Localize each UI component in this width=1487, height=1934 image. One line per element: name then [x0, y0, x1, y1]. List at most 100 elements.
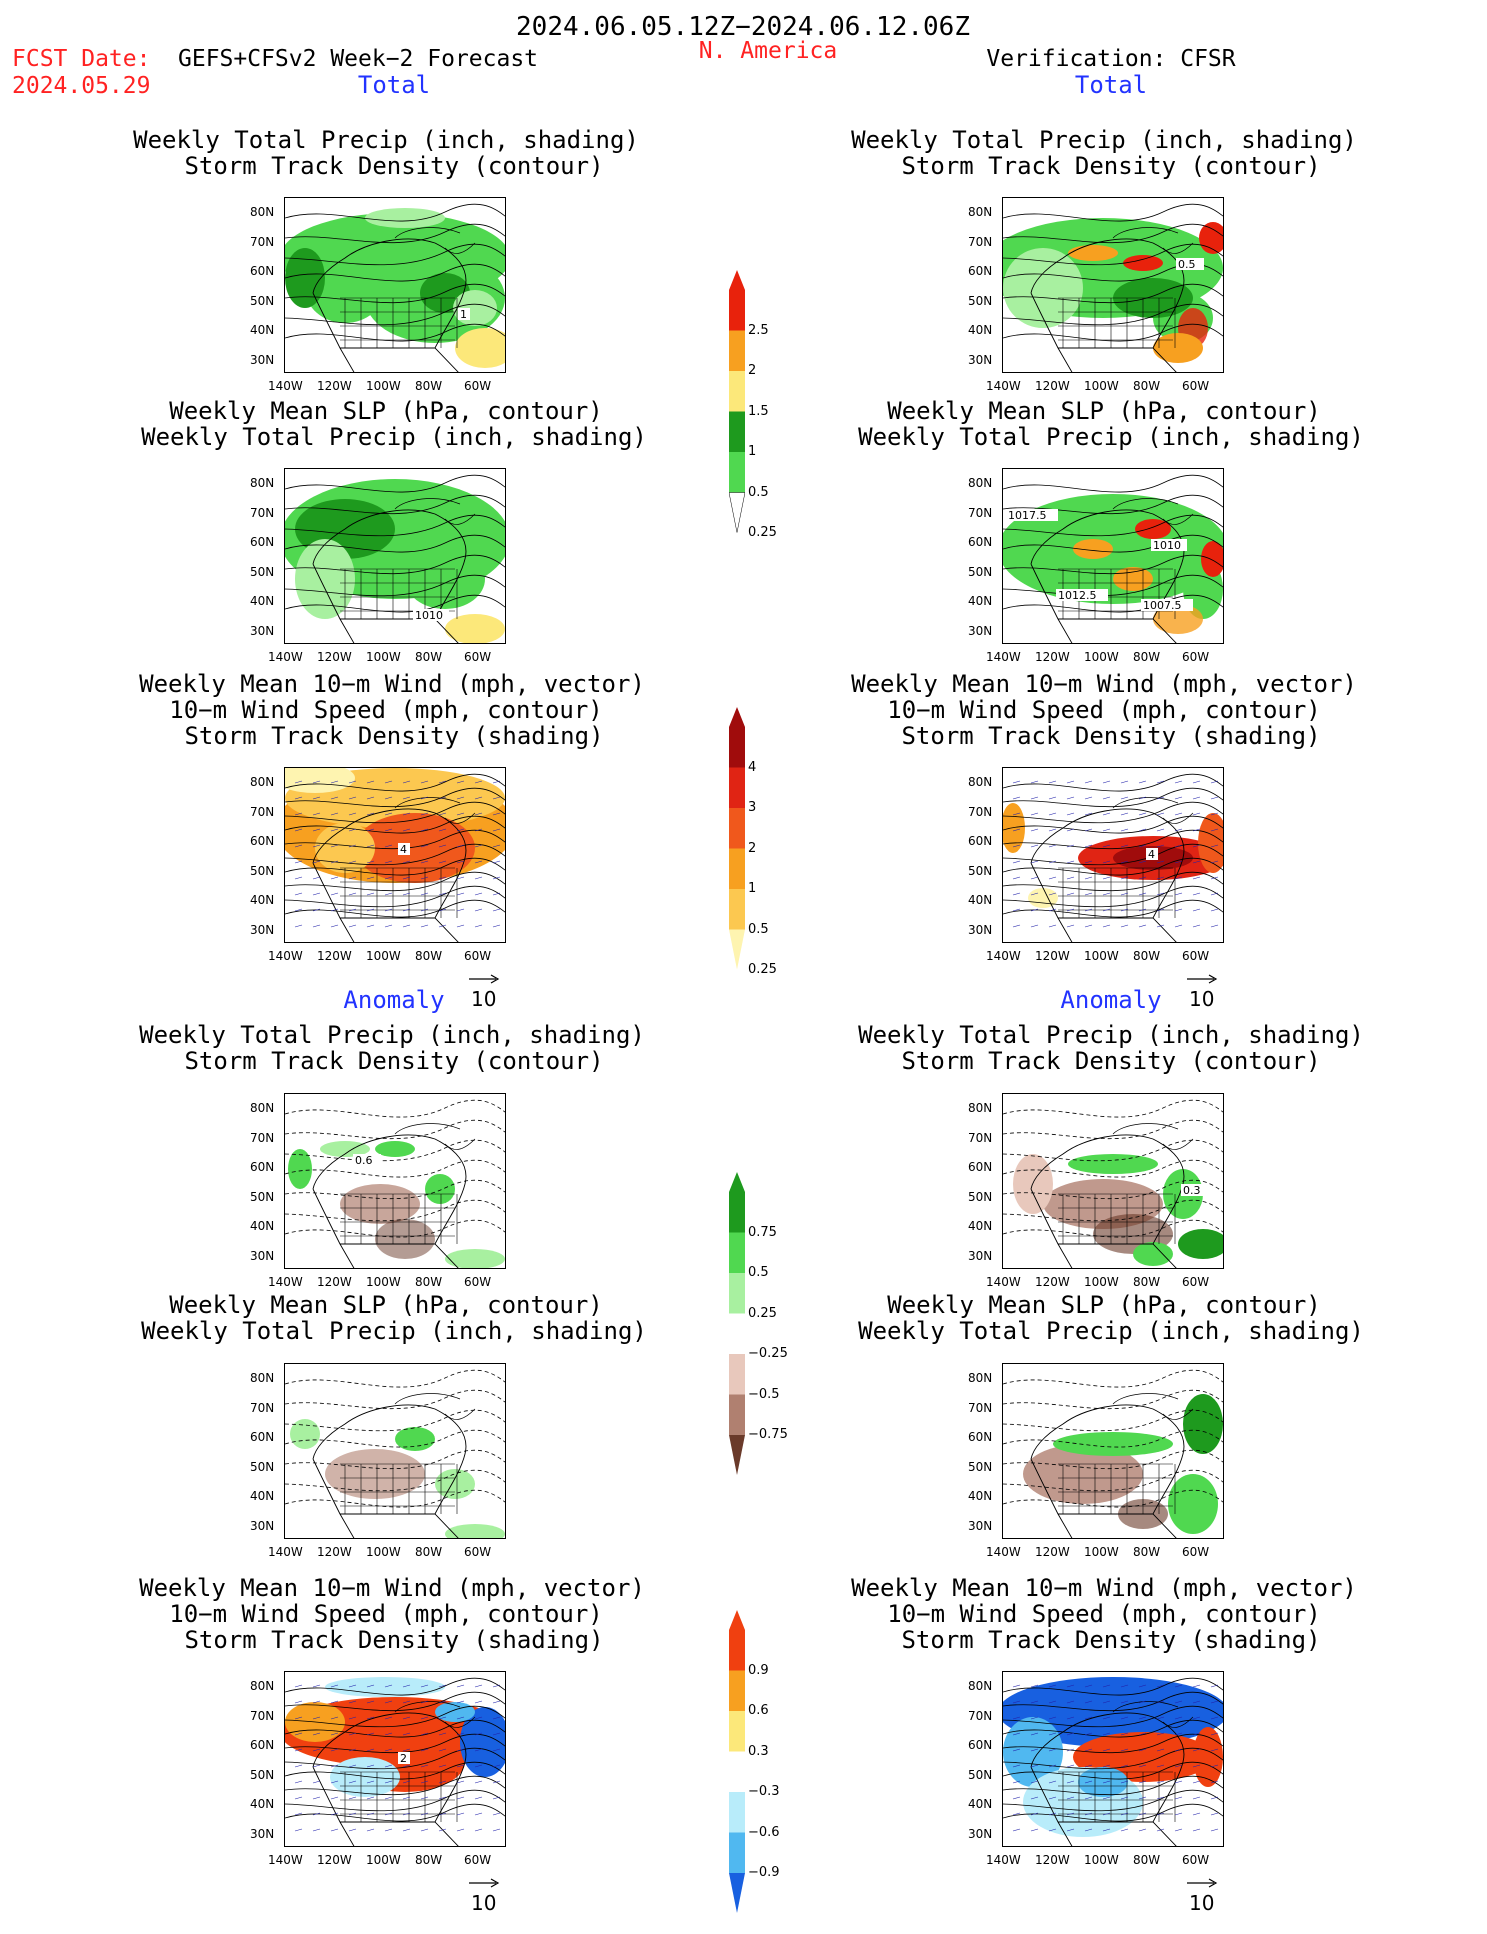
colorbar-tick-label: 2 [748, 363, 757, 378]
lat-tick-label: 70N [250, 234, 275, 249]
lon-tick-label: 80W [415, 650, 443, 664]
lat-tick-label: 30N [250, 352, 275, 367]
lat-tick-label: 40N [968, 1219, 993, 1233]
map-verif-precip-anom: 0.3 [1002, 1093, 1224, 1269]
lat-tick-label: 70N [968, 1400, 993, 1415]
map-fcst-slp-anom [284, 1363, 506, 1539]
map-verif-slp-anom [1002, 1363, 1224, 1539]
map-fcst-slp-total: 1010 [284, 468, 506, 644]
lat-tick-label: 30N [968, 1518, 993, 1533]
contour-label: 4 [400, 843, 407, 856]
lat-tick-label: 60N [968, 1738, 993, 1752]
lat-tick-label: 40N [968, 594, 993, 608]
lon-tick-label: 120W [317, 1275, 352, 1289]
lat-tick-label: 60N [250, 834, 275, 848]
lon-tick-label: 60W [464, 949, 492, 963]
lon-tick-label: 100W [1084, 650, 1119, 664]
title-r6-r2: 10−m Wind Speed (mph, contour) [887, 1600, 1321, 1628]
colorbar-tick-label: −0.25 [748, 1346, 788, 1361]
lat-tick-label: 70N [250, 1708, 275, 1723]
lat-tick-label: 80N [968, 775, 993, 789]
lon-tick-label: 60W [464, 1853, 492, 1867]
lat-tick-label: 50N [968, 863, 993, 878]
lat-tick-label: 80N [250, 1371, 275, 1385]
lon-tick-label: 100W [366, 1545, 401, 1559]
vector-ref-r3-right: 10 [1186, 965, 1218, 1011]
lon-tick-label: 140W [268, 1275, 303, 1289]
lon-tick-label: 100W [366, 379, 401, 393]
colorbar-tick-label: 4 [748, 759, 757, 775]
lat-tick-label: 30N [250, 1518, 275, 1533]
title-r1-l1: Weekly Total Precip (inch, shading) [133, 126, 639, 154]
lon-tick-label: 120W [317, 650, 352, 664]
title-r4-r1: Weekly Total Precip (inch, shading) [858, 1021, 1364, 1049]
lon-tick-label: 140W [986, 949, 1021, 963]
storm-total-colorbar [729, 707, 745, 970]
vector-arrow-icon [1187, 974, 1218, 984]
vector-ref-value: 10 [471, 1891, 497, 1915]
lat-tick-label: 60N [250, 1738, 275, 1752]
colorbar-tick-label: 0.5 [748, 921, 769, 937]
lon-tick-label: 100W [1084, 1853, 1119, 1867]
lat-tick-label: 30N [968, 1826, 993, 1841]
lon-tick-label: 140W [268, 949, 303, 963]
lon-tick-label: 80W [1133, 1545, 1161, 1559]
map-fcst-precip-total: 1 [284, 197, 506, 373]
lon-tick-label: 100W [1084, 1545, 1119, 1559]
title-r1-r1: Weekly Total Precip (inch, shading) [851, 126, 1357, 154]
lon-tick-label: 60W [1182, 949, 1210, 963]
colorbar-tick-label: 1.5 [748, 403, 769, 419]
lon-tick-label: 60W [464, 1275, 492, 1289]
fcst-label: FCST Date: [12, 46, 151, 72]
map-verif-slp-total: 1017.5 1010 1012.5 1007.5 [1002, 468, 1224, 644]
lat-tick-label: 40N [968, 1797, 993, 1811]
lon-tick-label: 80W [1133, 1853, 1161, 1867]
anomaly-label-left: Anomaly [343, 986, 445, 1014]
lat-tick-label: 60N [968, 1430, 993, 1444]
lon-tick-label: 120W [1035, 1275, 1070, 1289]
lon-tick-label: 120W [317, 1545, 352, 1559]
lon-tick-label: 60W [464, 379, 492, 393]
fcst-date: 2024.05.29 [12, 73, 151, 99]
title-r6-l2: 10−m Wind Speed (mph, contour) [169, 1600, 603, 1628]
lon-tick-label: 120W [1035, 1853, 1070, 1867]
colorbar-tick-label: 0.75 [748, 1224, 777, 1240]
lon-tick-label: 60W [1182, 1275, 1210, 1289]
anomaly-label-right: Anomaly [1060, 986, 1162, 1014]
lon-tick-label: 120W [1035, 650, 1070, 664]
lat-tick-label: 80N [968, 1679, 993, 1693]
title-r3-l1: Weekly Mean 10−m Wind (mph, vector) [139, 670, 645, 698]
lat-tick-label: 50N [968, 293, 993, 308]
vector-arrow-icon [469, 1878, 500, 1888]
title-r3-r3: Storm Track Density (shading) [901, 722, 1321, 750]
lat-tick-label: 70N [250, 804, 275, 819]
contour-label: 1010 [1153, 539, 1181, 552]
contour-label: 1007.5 [1143, 599, 1182, 612]
lon-tick-label: 120W [317, 1853, 352, 1867]
title-r2-r1: Weekly Mean SLP (hPa, contour) [887, 397, 1321, 425]
lat-tick-label: 50N [250, 863, 275, 878]
lat-tick-label: 40N [250, 594, 275, 608]
colorbar-tick-label: 1 [748, 444, 757, 459]
title-r3-r1: Weekly Mean 10−m Wind (mph, vector) [851, 670, 1357, 698]
colorbar-tick-label: 2 [748, 840, 757, 856]
lon-tick-label: 120W [317, 379, 352, 393]
lon-tick-label: 80W [415, 1545, 443, 1559]
colorbar-tick-label: 3 [748, 800, 757, 815]
lon-tick-label: 80W [415, 1275, 443, 1289]
lon-tick-label: 80W [415, 379, 443, 393]
lat-tick-label: 70N [968, 234, 993, 249]
vector-ref-value: 10 [471, 987, 497, 1011]
lon-tick-label: 60W [1182, 1545, 1210, 1559]
lon-tick-label: 140W [268, 650, 303, 664]
lat-tick-label: 60N [968, 834, 993, 848]
lat-tick-label: 40N [250, 1219, 275, 1233]
title-r2-l1: Weekly Mean SLP (hPa, contour) [169, 397, 603, 425]
lon-tick-label: 140W [268, 1545, 303, 1559]
lon-tick-label: 100W [366, 650, 401, 664]
colorbar-tick-label: −0.9 [748, 1865, 780, 1880]
lon-tick-label: 100W [1084, 379, 1119, 393]
title-r5-r2: Weekly Total Precip (inch, shading) [858, 1317, 1364, 1345]
lat-tick-label: 30N [250, 1248, 275, 1263]
precip-anom-colorbar [729, 1172, 745, 1475]
